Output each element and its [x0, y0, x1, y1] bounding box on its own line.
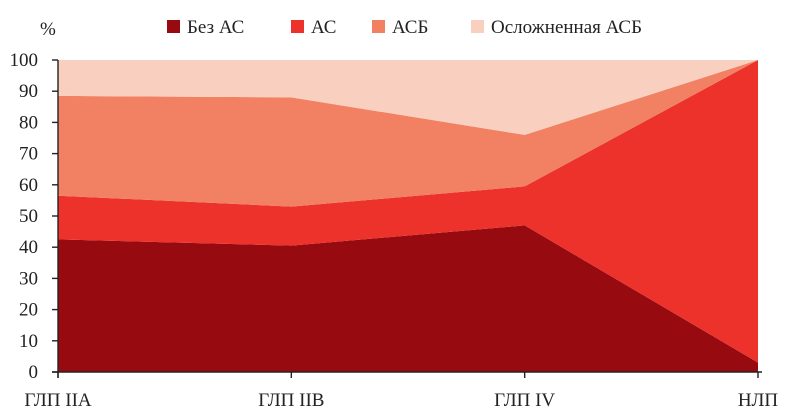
y-tick-label: 70 — [19, 144, 38, 165]
legend-label-1: Без АС — [187, 17, 244, 38]
x-tick-label: ГЛП IIB — [258, 390, 324, 411]
legend-swatch-2 — [291, 20, 304, 33]
y-tick-label: 20 — [19, 300, 38, 321]
legend-label-2: АС — [311, 17, 336, 38]
y-tick-label: 50 — [19, 206, 38, 227]
legend-label-4: Осложненная АСБ — [491, 17, 642, 38]
y-tick-label: 100 — [10, 50, 39, 71]
legend-swatch-3 — [372, 20, 385, 33]
area-series-4 — [58, 60, 758, 135]
y-tick-label: 30 — [19, 268, 38, 289]
legend-swatch-4 — [471, 20, 484, 33]
y-tick-label: 40 — [19, 237, 38, 258]
y-tick-label: 90 — [19, 81, 38, 102]
area-series-2 — [58, 60, 758, 363]
y-axis-ticks: 0 10 20 30 40 50 60 70 80 90 100 — [10, 50, 58, 383]
area-series-3 — [58, 60, 758, 207]
y-tick-label: 0 — [29, 362, 39, 383]
y-tick-label: 10 — [19, 331, 38, 352]
legend: Без АС АС АСБ Осложненная АСБ — [167, 17, 642, 38]
y-tick-label: 60 — [19, 175, 38, 196]
x-tick-label: НЛП — [738, 390, 779, 411]
area-series-1 — [58, 225, 758, 372]
legend-swatch-1 — [167, 20, 180, 33]
x-axis-ticks: ГЛП IIA ГЛП IIB ГЛП IV НЛП — [24, 372, 778, 411]
y-axis-unit-label: % — [40, 19, 56, 40]
x-tick-label: ГЛП IV — [494, 390, 555, 411]
area-series-group — [58, 60, 758, 372]
y-tick-label: 80 — [19, 112, 38, 133]
axes — [52, 60, 762, 378]
x-tick-label: ГЛП IIA — [24, 390, 92, 411]
legend-label-3: АСБ — [392, 17, 428, 38]
